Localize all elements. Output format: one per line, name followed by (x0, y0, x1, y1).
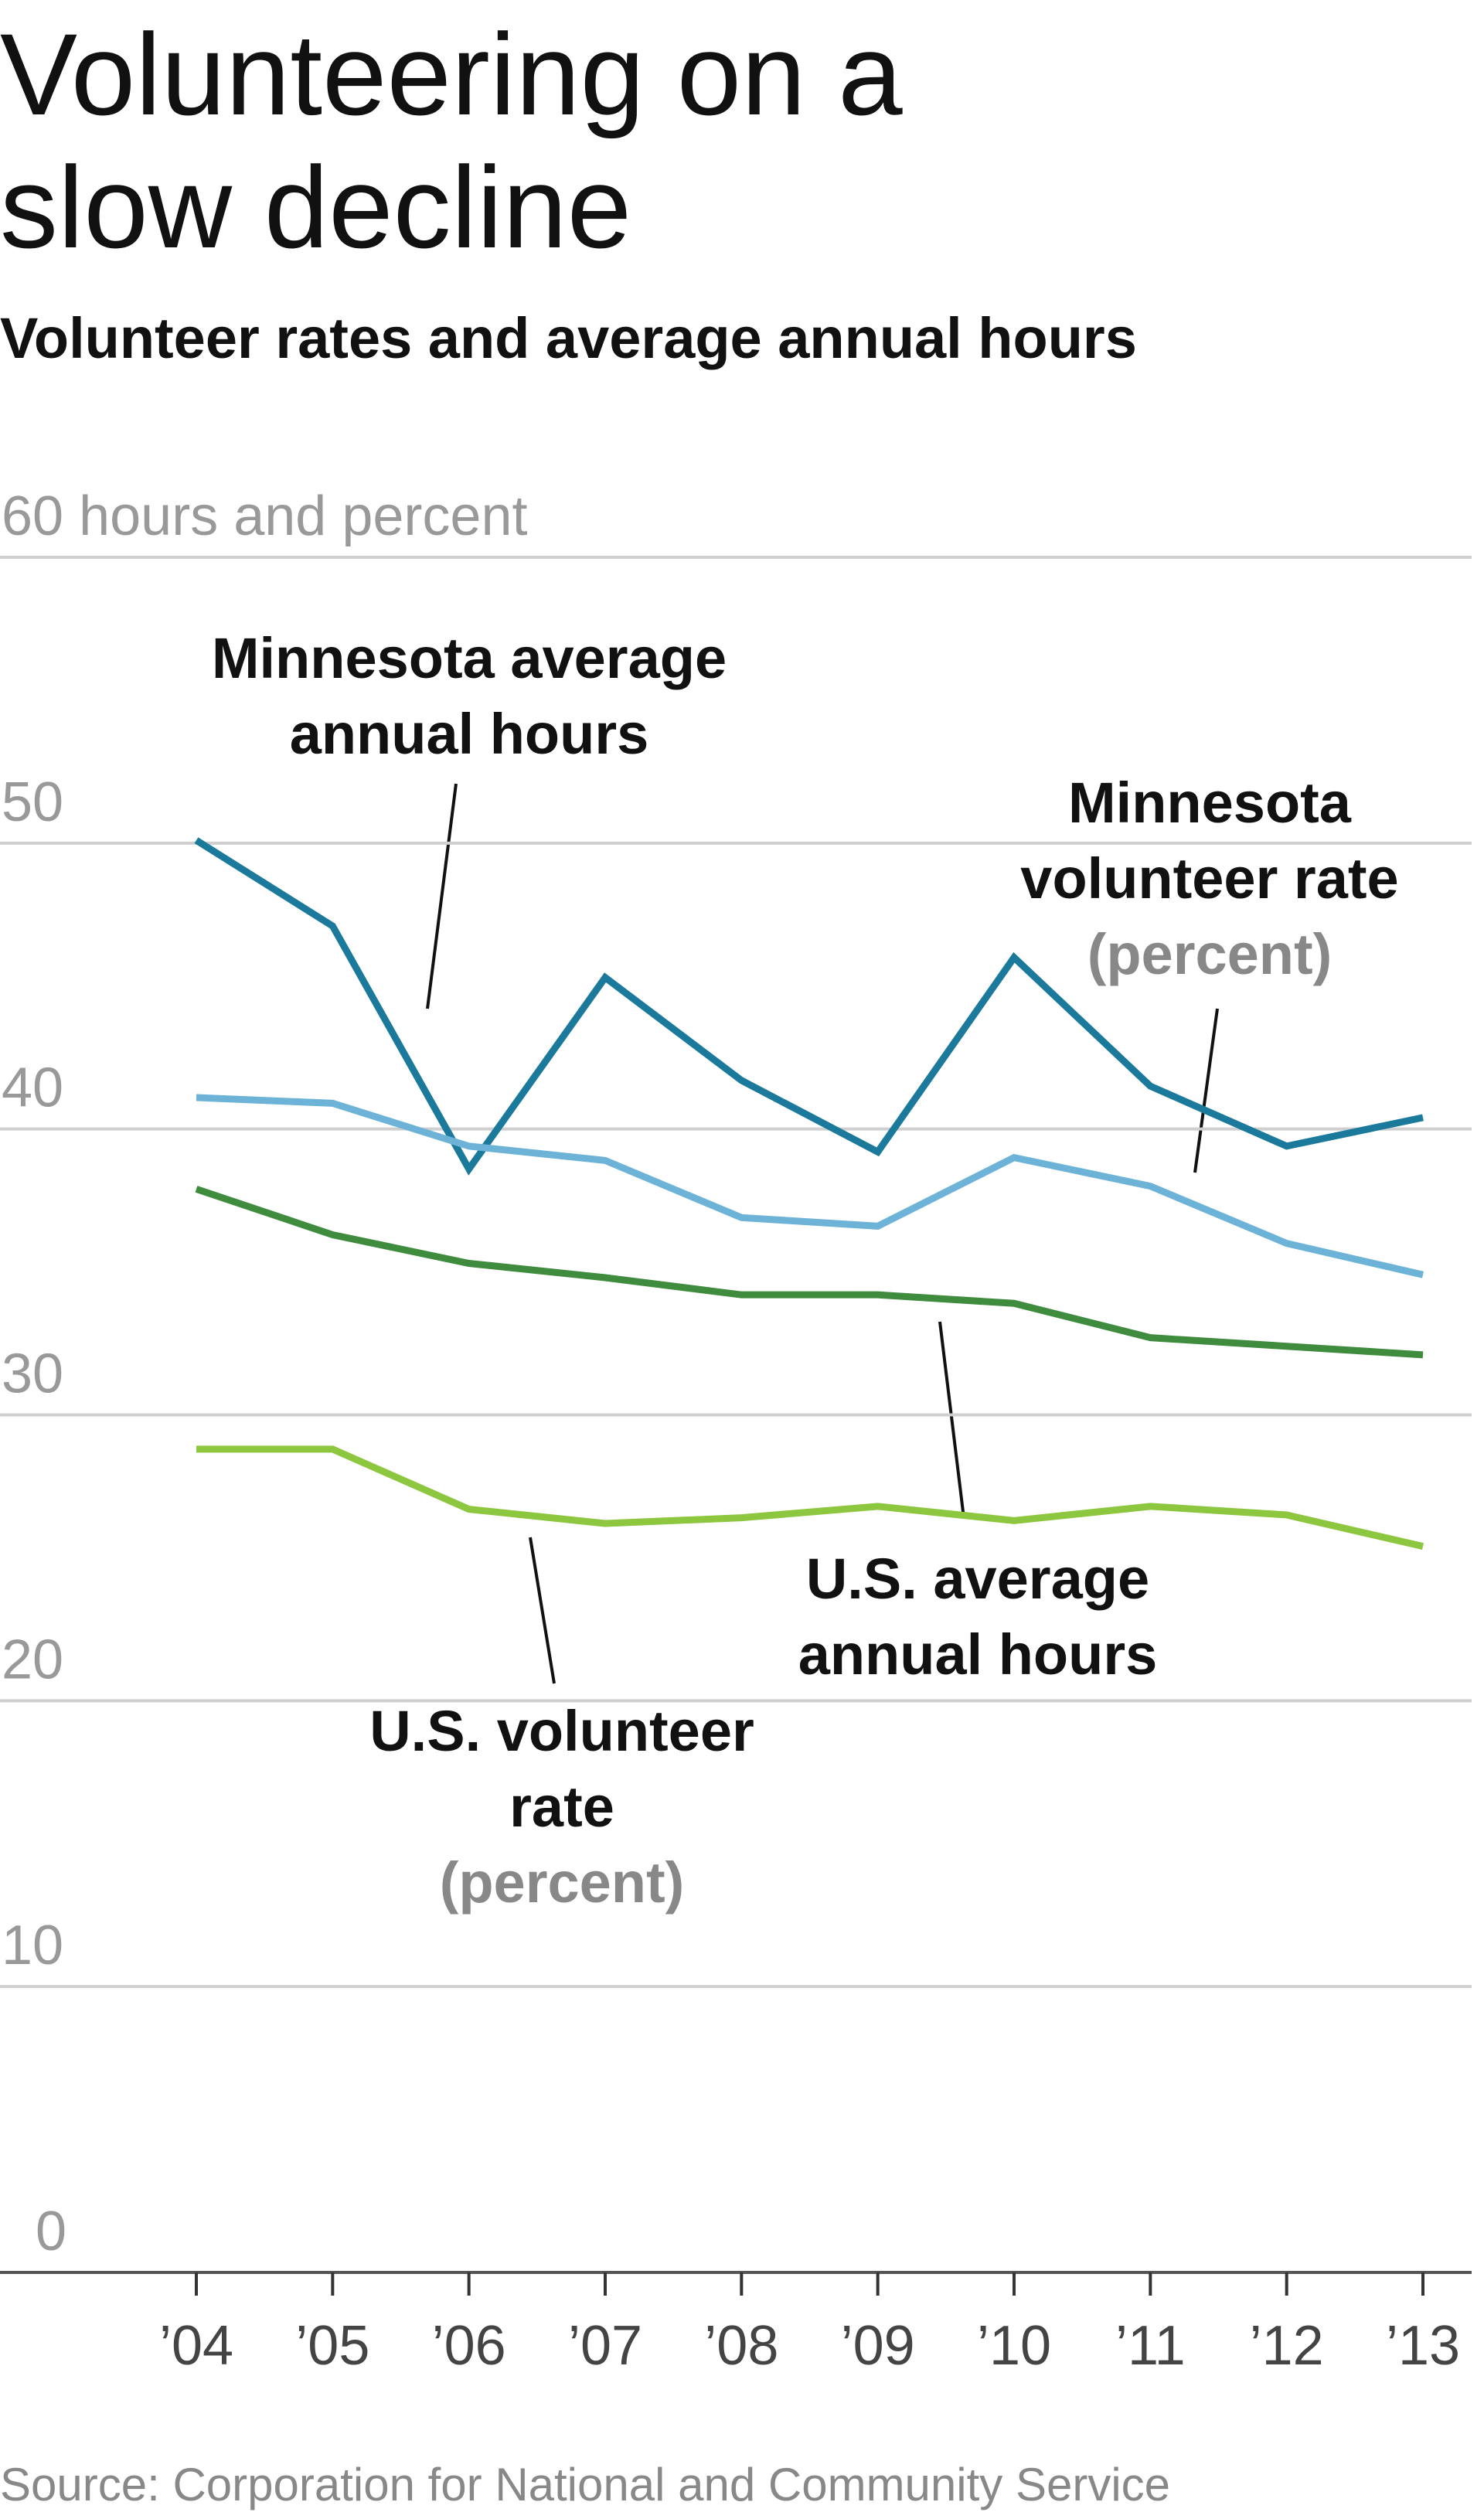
series-note: (percent) (439, 1850, 685, 1915)
leader-line (529, 1537, 556, 1684)
leader-line (938, 1321, 965, 1519)
leader-line (426, 783, 458, 1009)
x-tick-label: ’05 (295, 2315, 369, 2377)
y-tick-label: 20 (2, 1629, 63, 1690)
series-line (194, 837, 1424, 1176)
x-tick-label: ’11 (1115, 2315, 1186, 2377)
x-tick-label: ’10 (977, 2315, 1051, 2377)
series-label: Minnesota volunteer rate (1020, 771, 1399, 911)
x-tick-label: ’13 (1386, 2315, 1460, 2377)
y-tick-label: 0 (36, 2201, 66, 2262)
x-tick-label: ’12 (1250, 2315, 1324, 2377)
chart-title: Volunteering on a slow decline (0, 9, 903, 272)
x-tick-label: ’09 (841, 2315, 915, 2377)
series-line (196, 1445, 1424, 1551)
y-tick-label: 50 (2, 771, 63, 833)
x-tick-label: ’08 (704, 2315, 778, 2377)
source: Source: Corporation for National and Com… (0, 2459, 1171, 2510)
x-tick-label: ’04 (159, 2315, 233, 2377)
y-tick-label: 60 hours and percent (2, 485, 527, 547)
series-line (195, 1186, 1424, 1359)
x-tick-label: ’07 (568, 2315, 642, 2377)
y-tick-label: 10 (2, 1915, 63, 1976)
series-label: U.S. volunteer rate (369, 1699, 754, 1839)
series-line (196, 1094, 1424, 1278)
series-label: Minnesota average annual hours (211, 626, 727, 766)
y-tick-label: 40 (2, 1057, 63, 1119)
x-tick-label: ’06 (432, 2315, 506, 2377)
chart-subtitle: Volunteer rates and average annual hours (0, 306, 1137, 370)
series-label: U.S. average annual hours (798, 1547, 1158, 1687)
leader-line (1193, 1008, 1219, 1173)
y-tick-label: 30 (2, 1343, 63, 1405)
series-note: (percent) (1087, 922, 1333, 986)
